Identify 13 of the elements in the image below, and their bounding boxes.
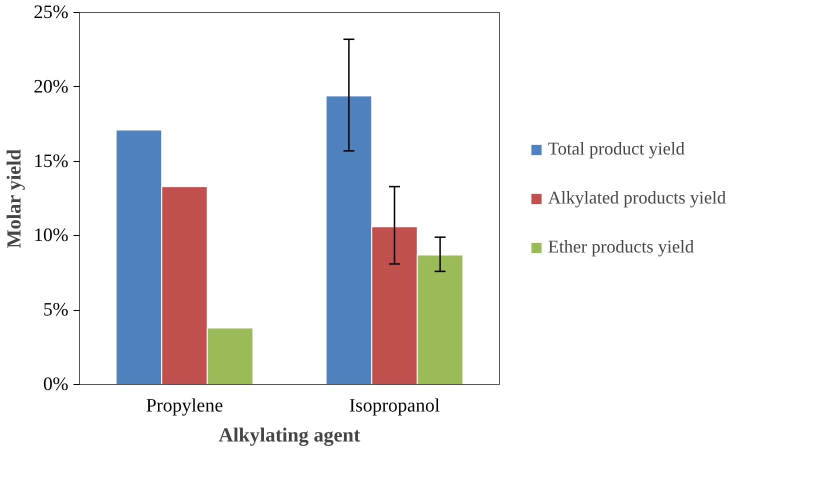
- y-tick-label: 0%: [43, 374, 69, 395]
- y-axis-title: Molar yield: [4, 149, 26, 248]
- y-tick-label: 5%: [43, 300, 69, 321]
- y-tick-label: 15%: [34, 150, 69, 172]
- legend-label: Ether products yield: [548, 236, 694, 258]
- legend-label: Total product yield: [548, 138, 685, 160]
- y-tick-label: 20%: [34, 76, 69, 98]
- y-tick-label: 25%: [34, 2, 69, 23]
- y-tick-label: 10%: [34, 225, 69, 246]
- x-axis-title: Alkylating agent: [218, 424, 361, 446]
- legend-label: Alkylated products yield: [548, 188, 726, 208]
- x-tick-label: Isopropanol: [349, 396, 440, 416]
- x-tick-label: Propylene: [146, 396, 224, 416]
